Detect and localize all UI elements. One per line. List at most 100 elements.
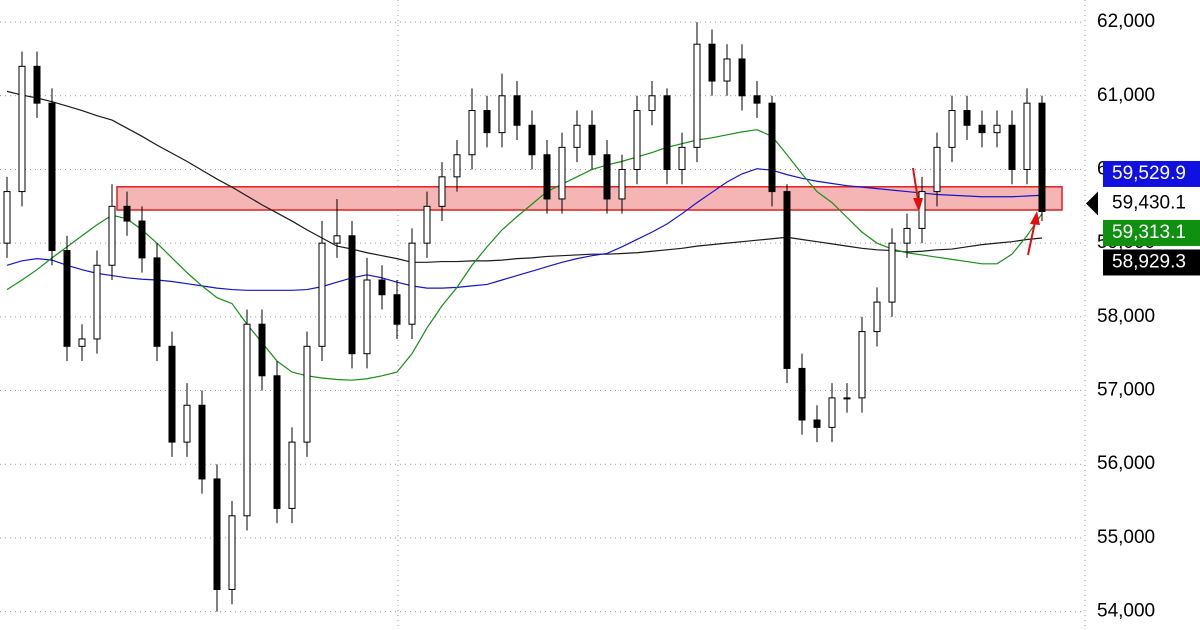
candle-body — [738, 58, 746, 97]
candle-body — [108, 205, 116, 266]
moving-average — [6, 168, 1043, 291]
arrow-head — [1030, 211, 1040, 225]
y-tick-label: 62,000 — [1097, 11, 1155, 32]
candle-body — [903, 227, 911, 244]
candle-body — [213, 478, 221, 590]
candle-body — [618, 168, 626, 200]
candle-body — [723, 58, 731, 82]
candle-body — [528, 124, 536, 156]
price-labels: 59,529.9 59,430.1 59,313.1 58,929.3 — [1086, 160, 1200, 276]
y-tick-label: 55,000 — [1097, 527, 1155, 548]
candle-body — [183, 404, 191, 443]
candle-body — [603, 154, 611, 200]
candle-body — [708, 43, 716, 82]
candle-body — [858, 331, 866, 399]
zone-layer — [116, 186, 1063, 211]
y-axis: 54,00055,00056,00057,00058,00059,00060,0… — [1097, 11, 1155, 621]
candle-body — [873, 301, 881, 333]
lines-layer — [6, 90, 1043, 381]
candle-body — [933, 146, 941, 193]
candle-body — [3, 191, 11, 244]
candle-body — [288, 441, 296, 509]
price-label: 59,313.1 — [1112, 222, 1186, 243]
candle-body — [363, 279, 371, 355]
candle-body — [318, 242, 326, 347]
price-label: 58,929.3 — [1112, 251, 1186, 272]
candle-body — [123, 205, 131, 222]
arrows — [912, 167, 1040, 256]
grid — [0, 21, 1085, 613]
moving-average — [6, 90, 1043, 263]
candle-body — [18, 65, 26, 193]
candle-body — [483, 110, 491, 134]
candle-body — [63, 250, 71, 347]
price-label-box — [1103, 249, 1200, 276]
candle-body — [678, 146, 686, 170]
candle-body — [513, 95, 521, 126]
candle-body — [978, 124, 986, 134]
candle-body — [783, 191, 791, 369]
candle-body — [663, 95, 671, 170]
y-tick-label: 54,000 — [1097, 601, 1155, 622]
candle-body — [48, 102, 56, 252]
candle-body — [378, 279, 386, 296]
candle-body — [588, 124, 596, 156]
price-label-pointer — [1086, 191, 1098, 216]
candle-body — [888, 242, 896, 303]
arrow — [1027, 221, 1036, 256]
candle-body — [168, 345, 176, 443]
candle-body — [468, 110, 476, 156]
candle-body — [198, 404, 206, 480]
price-label-box — [1098, 190, 1200, 217]
candle-body — [918, 191, 926, 229]
candle-body — [558, 146, 566, 200]
y-tick-label: 57,000 — [1097, 380, 1155, 401]
candle-body — [243, 323, 251, 517]
candle-body — [498, 95, 506, 134]
candle-body — [78, 338, 86, 347]
candle-body — [348, 235, 356, 355]
candle-body — [33, 65, 41, 104]
candle-body — [138, 220, 146, 259]
candle-body — [543, 154, 551, 200]
candle-body — [1038, 102, 1046, 212]
zone — [116, 186, 1063, 211]
candle-body — [693, 43, 701, 148]
candle-body — [303, 345, 311, 443]
candle-body — [753, 95, 761, 104]
candle-body — [438, 176, 446, 207]
moving-average — [6, 129, 1043, 381]
candle-body — [963, 110, 971, 126]
candle-body — [828, 397, 836, 428]
candle-body — [573, 124, 581, 148]
y-tick-label: 61,000 — [1097, 85, 1155, 106]
candle-body — [258, 323, 266, 377]
candle-body — [453, 154, 461, 178]
candles-layer — [3, 22, 1046, 612]
price-label-box — [1103, 219, 1200, 246]
candle-body — [1023, 102, 1031, 170]
candle-body — [768, 102, 776, 193]
candle-body — [798, 367, 806, 421]
candle-body — [93, 264, 101, 340]
y-tick-label: 56,000 — [1097, 453, 1155, 474]
candle-body — [948, 110, 956, 148]
y-tick-label: 58,000 — [1097, 306, 1155, 327]
candle-body — [813, 419, 821, 428]
arrow-head — [913, 198, 923, 212]
candle-body — [393, 294, 401, 325]
candle-body — [273, 375, 281, 509]
candle-body — [648, 95, 656, 112]
candle-body — [843, 397, 851, 400]
arrow — [912, 167, 919, 201]
candle-body — [993, 124, 1001, 134]
candle-body — [633, 110, 641, 170]
price-label: 59,430.1 — [1112, 192, 1186, 213]
candle-body — [1008, 124, 1016, 170]
candle-body — [153, 257, 161, 347]
price-label: 59,529.9 — [1112, 163, 1186, 184]
candle-body — [408, 242, 416, 325]
price-label-box — [1103, 160, 1200, 187]
